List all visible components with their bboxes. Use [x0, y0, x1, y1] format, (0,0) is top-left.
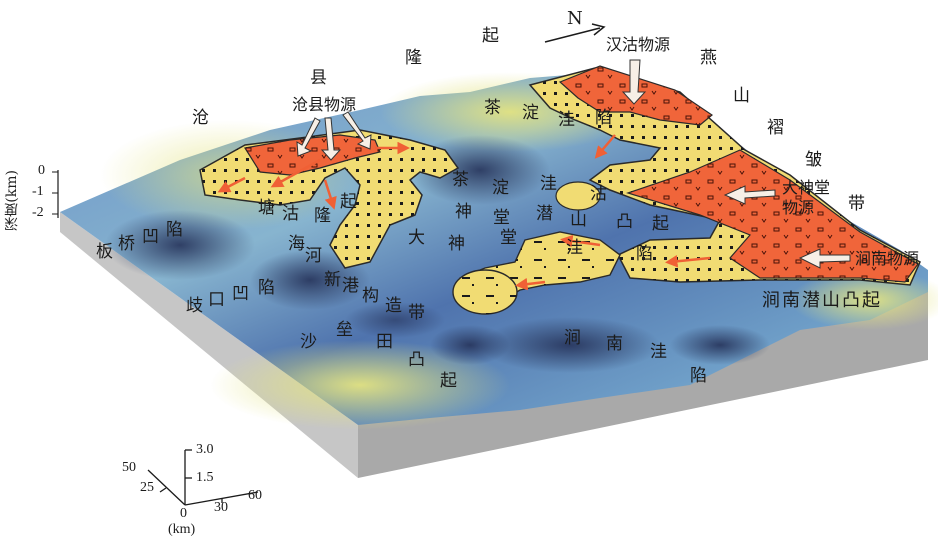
north-label: N: [567, 8, 583, 29]
flow-arrow: [665, 255, 711, 268]
region-yanshan: 带: [848, 194, 865, 214]
flow-arrow: [515, 277, 546, 291]
region-yanshan: 山: [733, 86, 750, 106]
region-dashentang: 神: [448, 234, 465, 254]
scale-x-tick: 60: [248, 488, 262, 503]
flow-arrow: [217, 176, 246, 193]
scale-unit: (km): [168, 522, 196, 537]
region-bohai-ridge: 港: [342, 276, 359, 296]
source-label-dashentang: 大神堂物源: [782, 178, 831, 217]
depth-tick: 0: [38, 163, 45, 178]
source-arrow: [723, 185, 776, 205]
region-tanggu: 塘: [258, 198, 275, 218]
region-bohai-ridge: 隆: [314, 206, 331, 226]
region-banqiao: 陷: [166, 220, 183, 240]
depression-2: [250, 250, 370, 310]
depression-1: [105, 210, 255, 280]
region-dashentang: 大: [408, 228, 425, 248]
region-banqiao: 桥: [118, 234, 135, 254]
region-bohai-ridge: 起: [340, 192, 357, 212]
region-qikou: 陷: [258, 278, 275, 298]
region-bohai-ridge: 海: [288, 234, 305, 254]
scale-z-tick: 3.0: [196, 442, 214, 457]
source-arrow: [296, 117, 321, 157]
region-sha-lei: 垒: [336, 320, 353, 340]
flow-arrow: [323, 179, 337, 210]
region-cang-ridge: 隆: [405, 48, 422, 68]
region-cang-ridge: 沧: [192, 108, 209, 128]
region-sha-lei: 田: [376, 332, 393, 352]
region-chadian: 淀: [522, 103, 539, 123]
region-dashentang-inner: 神: [455, 202, 472, 222]
source-arrow: [320, 117, 342, 161]
region-qikou: 口: [208, 290, 225, 310]
region-chadian: 茶: [484, 98, 501, 118]
scale-y-tick: 25: [140, 480, 154, 495]
scale-z-tick: 1.5: [196, 470, 214, 485]
depression-7: [345, 302, 445, 338]
region-shishan: 凸: [616, 212, 633, 232]
region-shishan-xian: 陷: [636, 244, 653, 264]
flow-arrow: [560, 234, 601, 248]
region-bohai-ridge: 河: [305, 246, 322, 266]
depth-tick: -1: [32, 184, 44, 199]
source-label-hangu: 汉沽物源: [606, 35, 671, 54]
source-arrow: [798, 248, 851, 269]
region-chadian: 洼: [558, 110, 575, 130]
depression-6: [670, 325, 770, 365]
region-tanggu: 沽: [282, 204, 299, 224]
region-sha-lei: 凸: [408, 350, 425, 370]
region-jiannan-sag: 南: [606, 334, 623, 354]
region-qikou: 歧: [186, 296, 203, 316]
depression-4: [480, 317, 660, 373]
region-yanshan: 褶: [767, 118, 784, 138]
region-dashentang: 带: [408, 303, 425, 323]
region-shishan: 沽: [590, 184, 607, 204]
scale-z-tick: 0: [180, 506, 187, 521]
region-chadian-inner: 茶: [452, 170, 469, 190]
source-label-jiannan: 涧南物源: [855, 249, 920, 268]
region-sha-lei: 沙: [300, 332, 317, 352]
depth-tick: -2: [32, 205, 44, 220]
region-chadian-inner: 洼: [540, 174, 557, 194]
scale-bar: [147, 449, 259, 506]
region-cang-ridge: 起: [482, 26, 499, 46]
source-arrow: [342, 111, 372, 150]
high-ground-sha: [210, 340, 510, 430]
region-jiannan-sag: 陷: [690, 366, 707, 386]
region-dashentang-inner: 堂: [493, 208, 510, 228]
region-qikou: 凹: [232, 284, 249, 304]
depth-axis-title: 深度(km): [4, 170, 20, 231]
flow-arrow: [270, 158, 321, 188]
region-shishan: 山: [570, 210, 587, 230]
region-banqiao: 板: [96, 242, 113, 262]
region-jiannan-sag: 洼: [650, 342, 667, 362]
depression-5: [430, 325, 510, 365]
high-ground-se: [790, 270, 938, 330]
region-jiannan-sag: 涧: [564, 328, 581, 348]
source-label-cangxian: 沧县物源: [292, 95, 357, 114]
scale-y-tick: 50: [122, 460, 136, 475]
flow-arrow: [594, 134, 616, 159]
region-chadian: 陷: [595, 108, 612, 128]
region-shishan-wa: 洼: [566, 238, 583, 258]
region-banqiao: 凹: [142, 227, 159, 247]
scale-x-tick: 30: [214, 500, 228, 515]
region-yanshan: 皱: [805, 150, 822, 170]
region-jiannan-uplift: 涧南潜山凸起: [762, 290, 882, 311]
region-dashentang: 构: [362, 286, 379, 306]
region-bohai-ridge: 新: [324, 270, 341, 290]
region-dashentang: 堂: [500, 228, 517, 248]
region-shishan: 起: [652, 214, 669, 234]
region-shishan: 潜: [536, 204, 553, 224]
fan-small-island: [555, 181, 601, 211]
region-cang-ridge: 县: [310, 68, 327, 88]
source-arrow: [621, 59, 647, 105]
region-dashentang: 造: [385, 296, 402, 316]
region-yanshan: 燕: [700, 48, 717, 68]
region-sha-lei: 起: [440, 371, 457, 391]
north-arrow: [544, 27, 601, 43]
region-chadian-inner: 淀: [492, 178, 509, 198]
